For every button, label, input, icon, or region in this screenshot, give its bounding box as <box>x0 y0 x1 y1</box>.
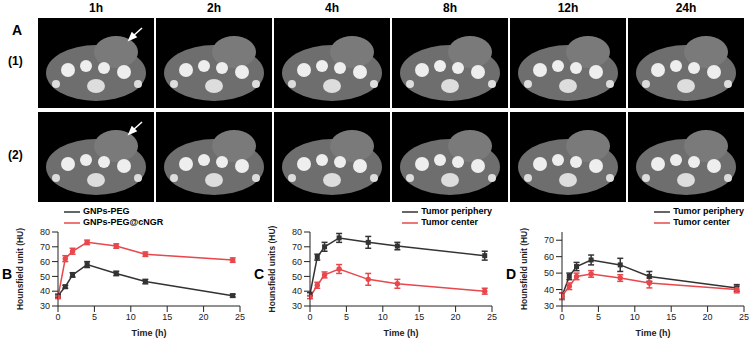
svg-text:0: 0 <box>55 312 60 322</box>
svg-text:Time (h): Time (h) <box>132 328 167 338</box>
html-text:Tumor center: Tumor center <box>673 217 730 227</box>
svg-text:60: 60 <box>40 257 50 267</box>
html-text:D: D <box>506 266 517 282</box>
svg-text:Hounsfield unit (HU): Hounsfield unit (HU) <box>519 228 529 310</box>
svg-text:25: 25 <box>487 312 497 322</box>
html-text:Tumor periphery: Tumor periphery <box>421 206 492 216</box>
svg-text:10: 10 <box>630 312 640 322</box>
svg-text:70: 70 <box>292 242 302 252</box>
svg-text:80: 80 <box>40 227 50 237</box>
html-text:12h: 12h <box>557 1 579 15</box>
svg-text:15: 15 <box>666 312 676 322</box>
html-text:Tumor periphery: Tumor periphery <box>673 206 744 216</box>
svg-text:60: 60 <box>292 257 302 267</box>
html-text:2h: 2h <box>207 1 221 15</box>
svg-text:15: 15 <box>162 312 172 322</box>
svg-text:30: 30 <box>40 301 50 311</box>
svg-text:40: 40 <box>292 286 302 296</box>
svg-text:Time (h): Time (h) <box>384 328 419 338</box>
svg-text:25: 25 <box>739 312 749 322</box>
svg-text:60: 60 <box>544 252 554 262</box>
svg-text:80: 80 <box>292 227 302 237</box>
svg-text:20: 20 <box>703 312 713 322</box>
svg-text:50: 50 <box>40 272 50 282</box>
svg-text:Hounsfield unit (HU): Hounsfield unit (HU) <box>15 228 25 310</box>
html-text:24h: 24h <box>675 1 697 15</box>
html-text:A: A <box>12 22 23 38</box>
html-text:(2): (2) <box>8 148 23 162</box>
svg-text:Time (h): Time (h) <box>636 328 671 338</box>
html-text:1h: 1h <box>89 1 103 15</box>
svg-text:30: 30 <box>544 301 554 311</box>
svg-text:Hounsfield units (HU): Hounsfield units (HU) <box>267 225 277 312</box>
html-text:4h: 4h <box>325 1 339 15</box>
html-text:8h: 8h <box>443 1 457 15</box>
html-text:(1): (1) <box>8 54 23 68</box>
svg-text:30: 30 <box>292 301 302 311</box>
svg-text:10: 10 <box>378 312 388 322</box>
svg-text:25: 25 <box>235 312 245 322</box>
html-text:B: B <box>2 266 13 282</box>
svg-text:0: 0 <box>559 312 564 322</box>
svg-text:0: 0 <box>307 312 312 322</box>
svg-text:50: 50 <box>292 272 302 282</box>
svg-text:70: 70 <box>40 242 50 252</box>
html-text:GNPs-PEG@cNGR: GNPs-PEG@cNGR <box>83 217 164 227</box>
html-text:Tumor center: Tumor center <box>421 217 478 227</box>
svg-text:70: 70 <box>544 235 554 245</box>
svg-text:5: 5 <box>596 312 601 322</box>
svg-text:5: 5 <box>92 312 97 322</box>
svg-text:10: 10 <box>126 312 136 322</box>
svg-text:40: 40 <box>40 286 50 296</box>
svg-text:20: 20 <box>451 312 461 322</box>
svg-text:20: 20 <box>199 312 209 322</box>
html-text:C: C <box>254 266 265 282</box>
html-text:GNPs-PEG: GNPs-PEG <box>83 206 130 216</box>
svg-text:15: 15 <box>414 312 424 322</box>
svg-text:5: 5 <box>344 312 349 322</box>
svg-text:50: 50 <box>544 268 554 278</box>
svg-text:40: 40 <box>544 285 554 295</box>
